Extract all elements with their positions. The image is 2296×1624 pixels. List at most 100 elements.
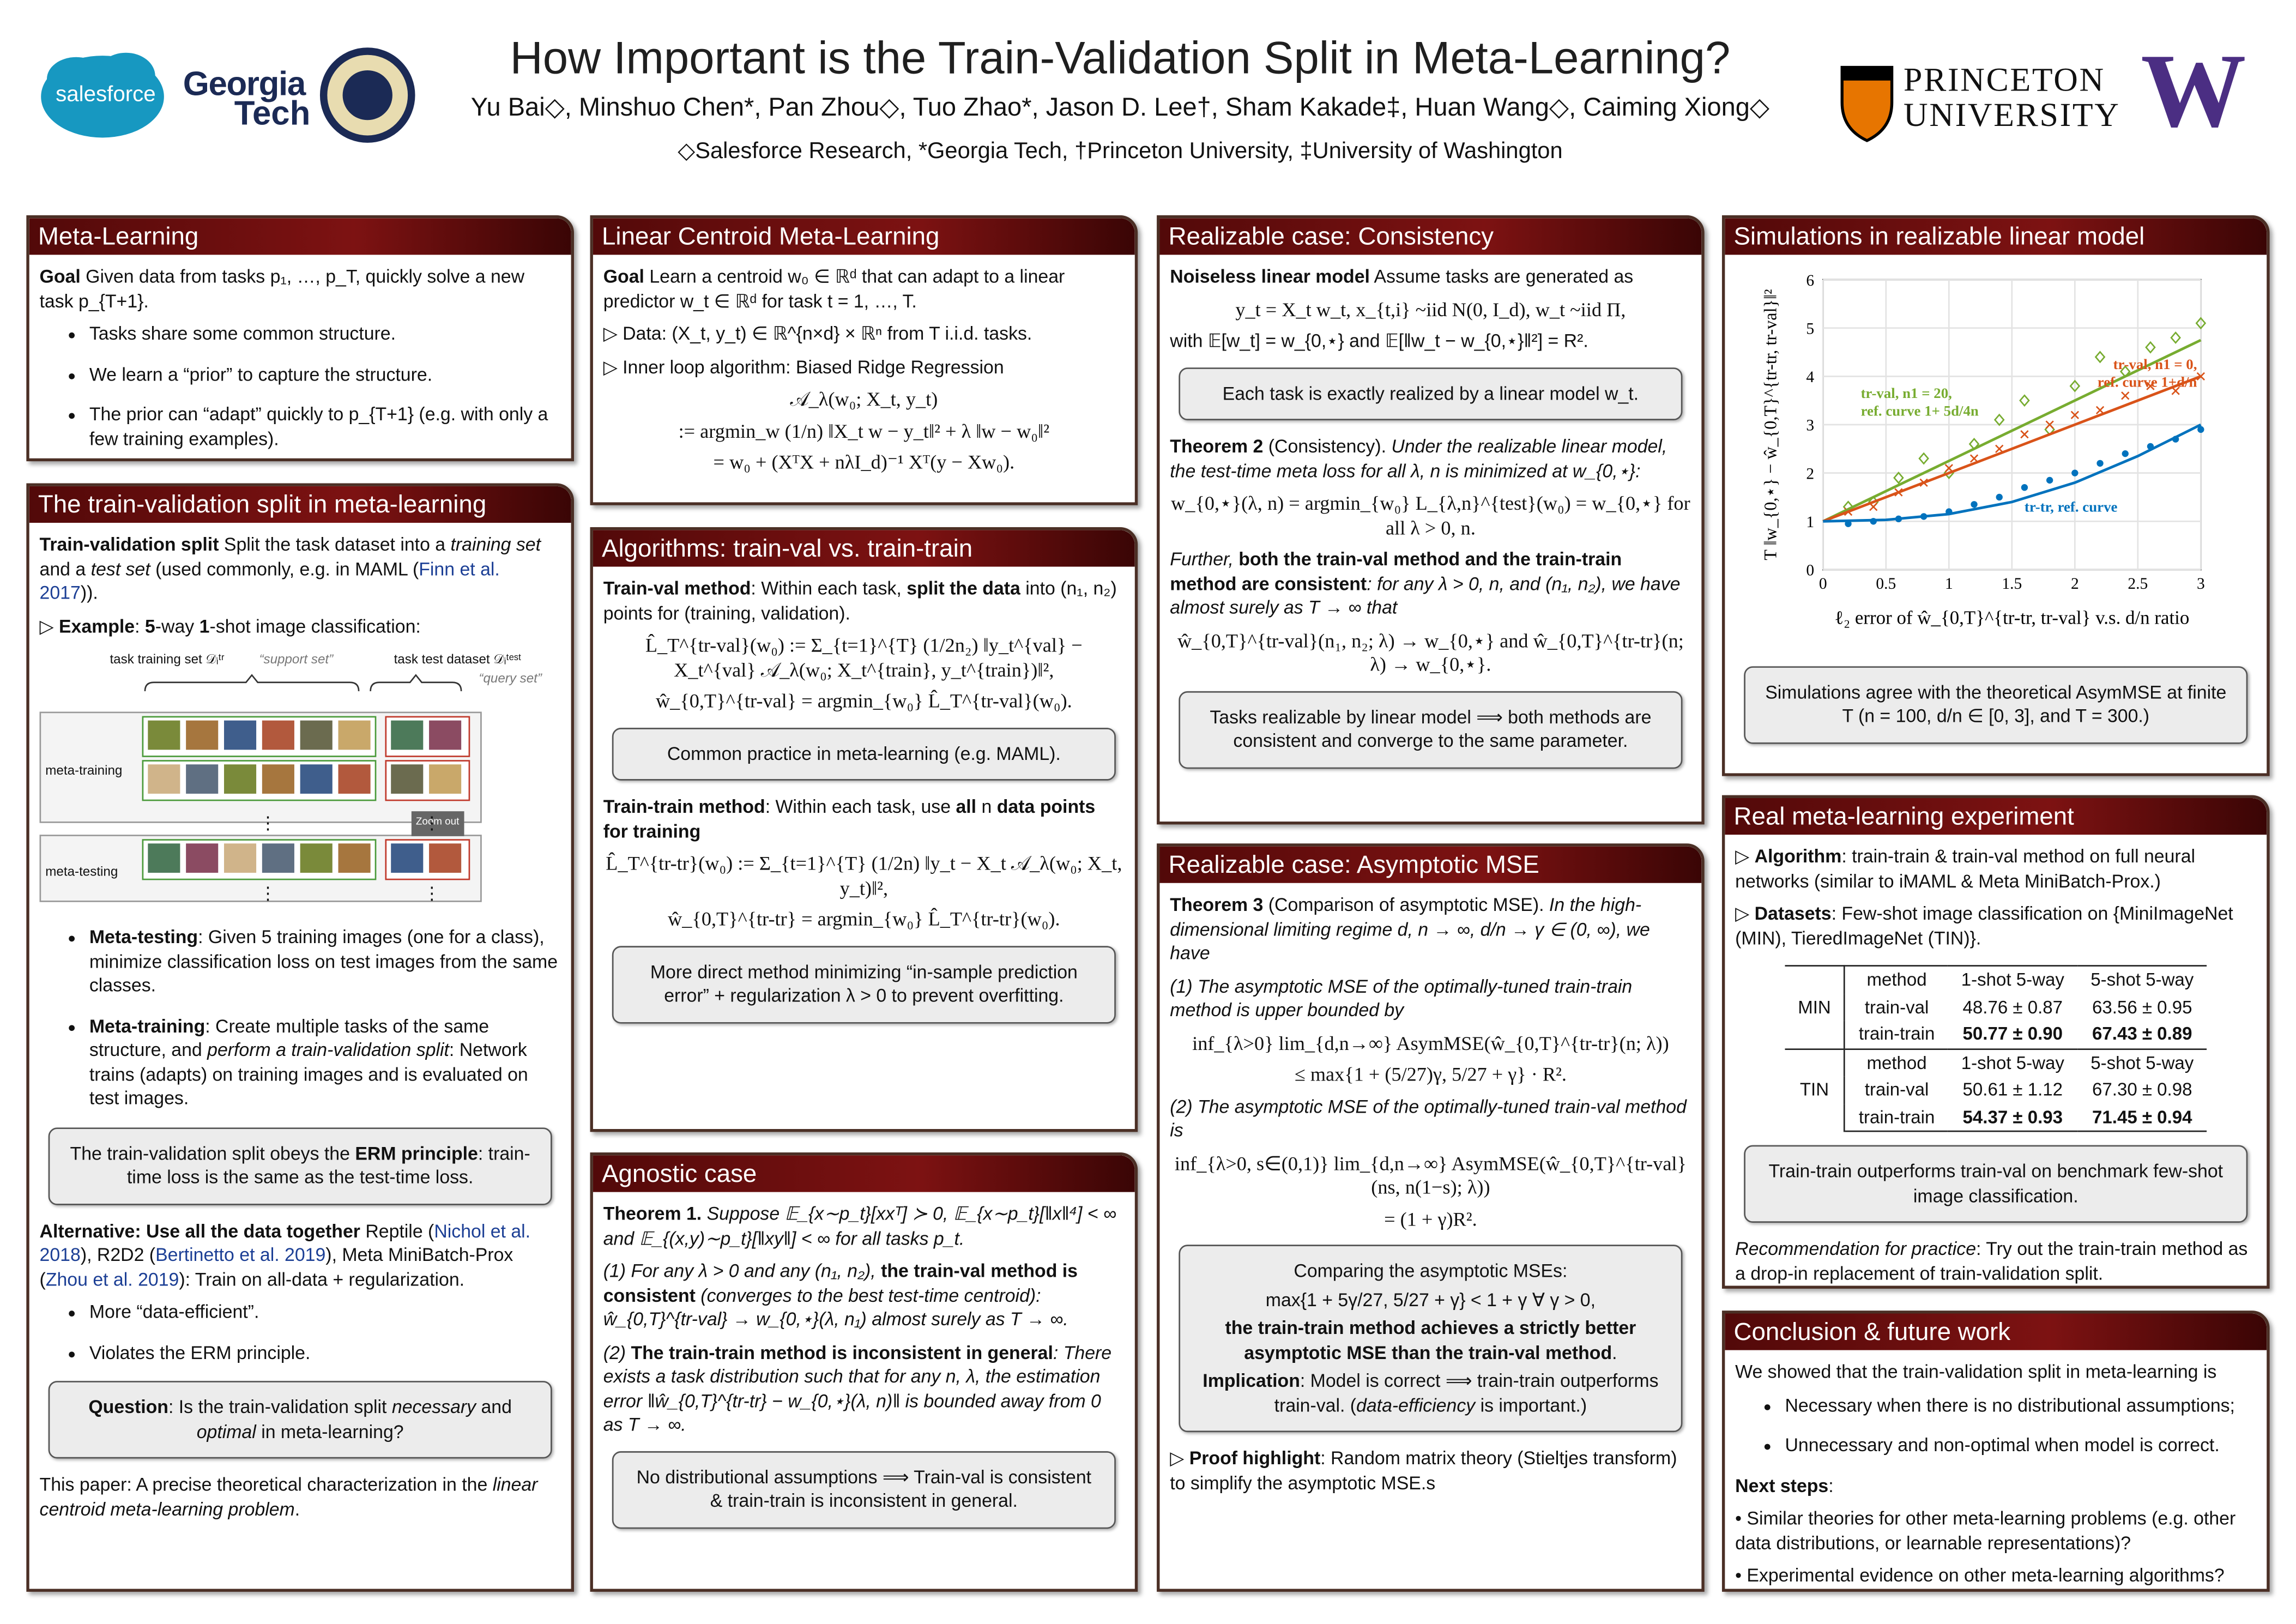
cell: 63.56 ± 0.95 [2092, 996, 2192, 1017]
point [2021, 484, 2028, 491]
text: (used commonly, e.g. in MAML ( [150, 558, 419, 579]
panel: Realizable case: Consistency Noiseless li… [1157, 215, 1705, 825]
bullet-item: Tasks share some common structure. [89, 322, 561, 346]
text: : Random matrix theory (Stieltjes transf… [1170, 1448, 1677, 1493]
text: and [476, 1397, 512, 1418]
text: Each task is exactly realized by a linea… [1222, 383, 1639, 404]
equation: ŵ_{0,T}^{tr-tr} = argmin_{w₀} L̂_T^{tr-t… [668, 908, 1060, 930]
text: Unnecessary and non-optimal when model i… [1785, 1435, 2220, 1456]
text-bold: Implication [1203, 1371, 1300, 1391]
image [148, 720, 180, 750]
point [1995, 444, 2004, 453]
bullet-item: Necessary when there is no distributiona… [1785, 1393, 2256, 1417]
text: Split the task dataset into a [219, 534, 451, 556]
text-italic: In the high-dimensional limiting regime … [1170, 895, 1650, 964]
panel-body: Train-validation split Split the task da… [29, 523, 571, 1536]
text: We learn a “prior” to capture the struct… [89, 364, 433, 385]
text: in meta-learning? [256, 1421, 404, 1442]
point [2019, 394, 2030, 407]
text-bold: data points for training [603, 796, 1096, 842]
box-line: Common practice in meta-learning (e.g. M… [628, 742, 1099, 766]
box-line: Implication: Model is correct ⟹ train-tr… [1195, 1369, 1666, 1418]
y-tick-label: 1 [1806, 514, 1814, 531]
text-bold: Next steps [1735, 1475, 1829, 1496]
text-italic: linear centroid meta-learning problem [39, 1475, 538, 1519]
image [262, 764, 294, 794]
box-line: the train-train method achieves a strict… [1195, 1317, 1666, 1365]
paragraph: (1) The asymptotic MSE of the optimally-… [1170, 975, 1691, 1023]
bullet-item: We learn a “prior” to capture the struct… [89, 363, 561, 387]
y-tick-label: 0 [1806, 562, 1814, 579]
text-bold: Theorem 3 [1170, 895, 1264, 915]
text-bold: 5 [144, 615, 155, 637]
text: More direct method minimizing “in-sample… [650, 961, 1078, 1006]
text-italic: (1) For any λ > 0 and any (n₁, n₂), [603, 1260, 881, 1282]
text-bold: Theorem 2 [1170, 436, 1264, 457]
bullet-list: More “data-efficient”. Violates the ERM p… [40, 1300, 561, 1365]
point [2046, 476, 2053, 484]
fig-label: ⋮ [259, 812, 277, 834]
point [1869, 503, 1878, 511]
equation: inf_{λ>0, s∈(0,1)} lim_{d,n→∞} AsymMSE(ŵ… [1174, 1151, 1687, 1198]
equation: ŵ_{0,T}^{tr-val} = argmin_{w₀} L̂_T^{tr-… [655, 690, 1072, 712]
text: ▷ Inner loop algorithm: Biased Ridge Reg… [603, 357, 1004, 377]
box-line: max{1 + 5γ/27, 5/27 + γ} < 1 + γ ∀ γ > 0… [1195, 1288, 1666, 1312]
fig-label: task training set 𝒟ᵢᵗʳ [110, 651, 225, 667]
y-tick-label: 4 [1806, 369, 1814, 386]
text-italic: Under the realizable linear model, the t… [1170, 436, 1667, 481]
text: : Is the train-validation split [168, 1397, 392, 1418]
text-italic: Further, [1170, 549, 1239, 570]
text-bold: split the data [907, 578, 1020, 599]
text-cite: Nichol et al. 2018 [39, 1220, 531, 1265]
cell: 48.76 ± 0.87 [1962, 996, 2063, 1017]
point [2197, 426, 2204, 433]
text: Reptile ( [360, 1220, 434, 1241]
text-bold: both the train-val method and the train-… [1170, 549, 1622, 594]
paragraph: (1) For any λ > 0 and any (n₁, n₂), the … [603, 1259, 1125, 1332]
text: Assume tasks are generated as [1369, 266, 1634, 287]
image [148, 764, 180, 794]
equation: y_t = X_t w_t, x_{t,i} ~iid N(0, I_d), w… [1235, 298, 1626, 320]
text: n [976, 796, 997, 817]
text-bold: Train-train method [603, 796, 765, 817]
bullet-list: Tasks share some common structure. We lea… [40, 322, 561, 451]
paragraph: We showed that the train-validation spli… [1735, 1360, 2256, 1384]
panel: Algorithms: train-val vs. train-train Tra… [590, 527, 1138, 1132]
paragraph: Theorem 2 (Consistency). Under the reali… [1170, 435, 1691, 484]
bullet-item: More “data-efficient”. [89, 1300, 561, 1324]
text: Common practice in meta-learning (e.g. M… [667, 743, 1061, 764]
text: : Try out the train-train method as a dr… [1735, 1239, 2248, 1284]
panel-body: Theorem 3 (Comparison of asymptotic MSE)… [1159, 883, 1701, 1510]
point [2195, 317, 2207, 330]
fig-label: meta-training [45, 763, 123, 778]
image [338, 764, 371, 794]
cell: 67.30 ± 0.98 [2092, 1079, 2192, 1100]
fig-label: ⋮ [259, 883, 277, 904]
point [1996, 493, 2003, 501]
paragraph: Goal Given data from tasks p₁, …, p_T, q… [40, 265, 561, 313]
paragraph: ▷ Datasets: Few-shot image classificatio… [1735, 902, 2256, 951]
affiliations: ◇Salesforce Research, *Georgia Tech, †Pr… [678, 139, 1563, 164]
text-bold: Theorem 1. [603, 1204, 702, 1224]
paragraph: ▷ Proof highlight: Random matrix theory … [1170, 1447, 1691, 1495]
text-bold: Noiseless linear model [1170, 266, 1370, 287]
text-italic: Suppose 𝔼_{x∼p_t}[xxᵀ] ≻ 0, 𝔼_{x∼p_t}[‖x… [603, 1204, 1117, 1248]
point [1893, 472, 1904, 484]
table-row: train-train 50.77 ± 0.90 67.43 ± 0.89 [1785, 1021, 2207, 1049]
reference-curve [1822, 375, 2202, 523]
point [2146, 382, 2155, 390]
image [186, 720, 219, 750]
paragraph: Recommendation for practice: Try out the… [1735, 1237, 2256, 1286]
panel-title: Agnostic case [593, 1155, 1135, 1192]
text-bold: Goal [603, 266, 644, 287]
point [2196, 372, 2206, 381]
paragraph: (2) The train-train method is inconsiste… [603, 1341, 1125, 1437]
dataset-name: TIN [1785, 1047, 1846, 1132]
image [300, 720, 333, 750]
text: and a [39, 558, 91, 579]
text-bold: Train-val method [603, 578, 751, 599]
panel: Simulations in realizable linear model 0 0… [1721, 215, 2270, 776]
box-line: Simulations agree with the theoretical A… [1760, 680, 2232, 729]
panel-body: Goal Learn a centroid w₀ ∈ ℝᵈ that can a… [593, 255, 1135, 488]
